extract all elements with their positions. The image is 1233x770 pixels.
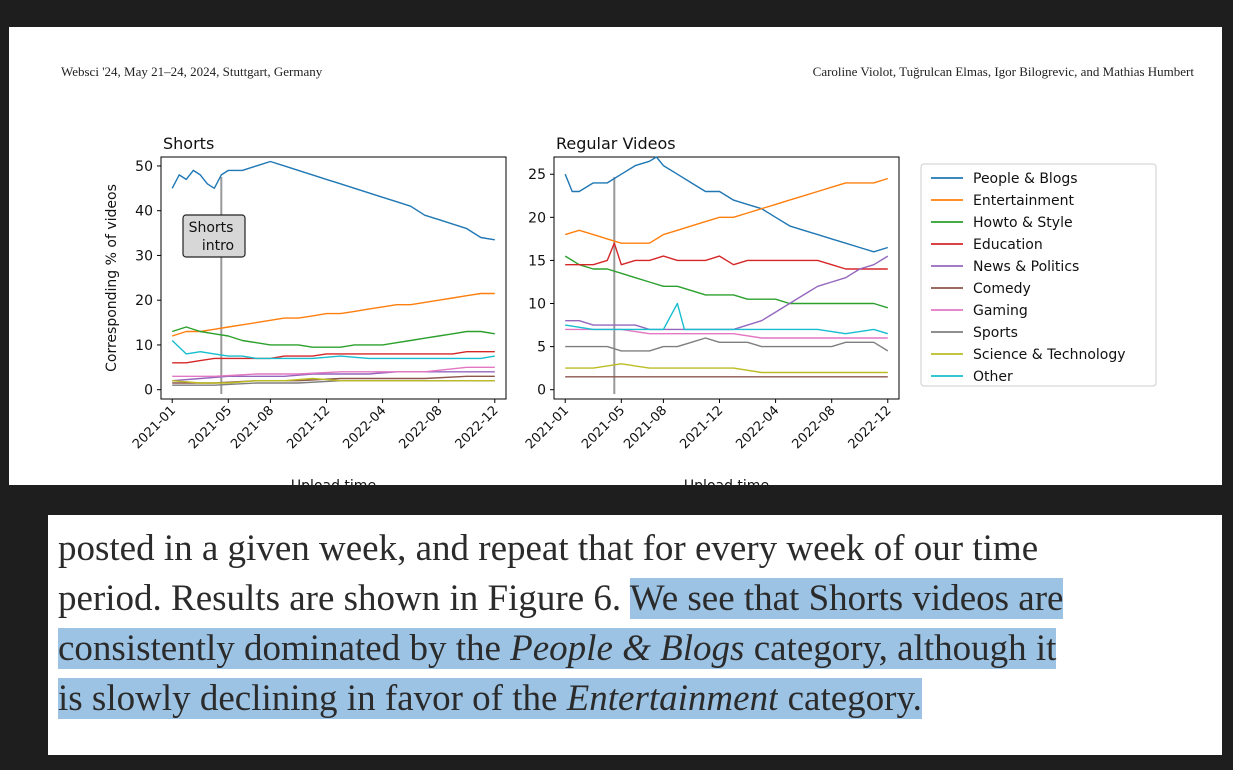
chart-title-regular: Regular Videos	[556, 134, 676, 153]
legend-box	[920, 163, 1157, 387]
annotation-box	[182, 214, 246, 258]
series-line-shorts	[172, 371, 495, 382]
x-tick-label: 2021-08	[228, 403, 277, 452]
text-line-1: posted in a given week, and repeat that …	[58, 528, 1039, 569]
x-tick-label: 2021-12	[677, 403, 726, 452]
y-tick-label: 40	[135, 204, 153, 220]
series-line-shorts	[172, 366, 495, 377]
highlight-1[interactable]: We see that Shorts videos are	[629, 578, 1064, 619]
x-tick-label: 2021-08	[621, 403, 670, 452]
x-axis-label-regular: Upload time	[684, 478, 769, 485]
figure-page: Websci '24, May 21–24, 2024, Stuttgart, …	[9, 27, 1222, 485]
y-tick-label: 20	[528, 210, 546, 226]
series-line-regular	[565, 242, 888, 270]
legend-entry: Science & Technology	[973, 347, 1126, 363]
legend-entry: Education	[973, 237, 1043, 253]
y-tick-label: 0	[537, 383, 546, 399]
series-line-shorts	[172, 375, 495, 384]
highlight-2c[interactable]: category, although it	[744, 628, 1057, 669]
x-tick-label: 2022-08	[789, 403, 838, 452]
x-tick-label: 2021-12	[284, 403, 333, 452]
highlight-2a[interactable]: consistently dominated by the	[58, 628, 511, 669]
series-line-regular	[565, 337, 889, 352]
series-line-shorts	[171, 292, 495, 337]
chart-title-shorts: Shorts	[163, 134, 214, 153]
x-tick-label: 2022-12	[453, 403, 502, 452]
x-tick-label: 2021-01	[523, 403, 572, 452]
series-line-shorts	[171, 160, 495, 241]
y-tick-label: 5	[537, 340, 546, 356]
series-line-regular	[564, 255, 889, 309]
x-tick-label: 2022-04	[340, 403, 389, 452]
x-tick-label: 2021-05	[579, 403, 628, 452]
legend-entry: Gaming	[973, 303, 1028, 319]
text-line-2: period. Results are shown in Figure 6. W…	[58, 577, 1064, 621]
annotation-text-line1: Shorts	[189, 220, 234, 236]
plot-frame-regular	[553, 156, 900, 400]
y-tick-label: 20	[135, 293, 153, 309]
highlight-3c[interactable]: category.	[778, 678, 922, 719]
x-tick-label: 2022-08	[396, 403, 445, 452]
x-tick-label: 2021-01	[130, 403, 179, 452]
annotation-text-line2: intro	[202, 238, 234, 254]
series-line-regular	[564, 156, 889, 253]
series-line-regular	[565, 363, 888, 374]
body-text-panel: posted in a given week, and repeat that …	[48, 515, 1222, 755]
series-line-shorts	[172, 377, 495, 384]
text-line-4: is slowly declining in favor of the Ente…	[58, 677, 922, 721]
y-tick-label: 50	[135, 159, 153, 175]
legend-entry: Comedy	[973, 281, 1031, 297]
y-tick-label: 30	[135, 248, 153, 264]
highlight-3b[interactable]: Entertainment	[566, 678, 779, 719]
legend-entry: Howto & Style	[973, 215, 1073, 231]
y-tick-label: 0	[144, 383, 153, 399]
y-tick-label: 10	[135, 338, 153, 354]
y-tick-label: 25	[528, 167, 546, 183]
x-tick-label: 2022-04	[733, 403, 782, 452]
legend-entry: News & Politics	[973, 259, 1079, 275]
x-axis-label-shorts: Upload time	[291, 478, 376, 485]
plot-frame-shorts	[160, 156, 507, 400]
series-line-shorts	[172, 351, 495, 364]
text-line-3: consistently dominated by the People & B…	[58, 627, 1057, 671]
y-tick-label: 10	[528, 297, 546, 313]
series-line-shorts	[171, 339, 495, 360]
highlight-3a[interactable]: is slowly declining in favor of the	[58, 678, 567, 719]
running-header-right: Caroline Violot, Tuğrulcan Elmas, Igor B…	[812, 64, 1194, 79]
series-line-regular	[564, 177, 889, 244]
x-tick-label: 2021-05	[186, 403, 235, 452]
legend-entry: Other	[973, 369, 1013, 385]
legend-entry: Sports	[973, 325, 1018, 341]
highlight-2b[interactable]: People & Blogs	[510, 628, 745, 669]
text-line-2-plain: period. Results are shown in Figure 6.	[58, 578, 630, 619]
legend-entry: People & Blogs	[973, 171, 1078, 187]
x-tick-label: 2022-12	[846, 403, 895, 452]
running-header-left: Websci '24, May 21–24, 2024, Stuttgart, …	[61, 64, 323, 79]
legend-entry: Entertainment	[973, 193, 1075, 209]
series-line-shorts	[171, 326, 495, 348]
y-tick-label: 15	[528, 253, 546, 269]
series-line-regular	[565, 302, 889, 335]
y-axis-label-shorts: Corresponding % of videos	[104, 184, 120, 372]
